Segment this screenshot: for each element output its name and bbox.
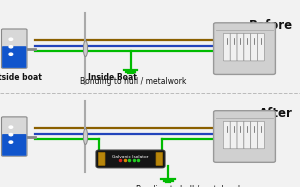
FancyBboxPatch shape: [156, 153, 163, 165]
FancyBboxPatch shape: [258, 121, 264, 149]
FancyBboxPatch shape: [244, 121, 251, 149]
FancyBboxPatch shape: [237, 33, 244, 61]
FancyBboxPatch shape: [230, 121, 237, 149]
Circle shape: [9, 126, 13, 128]
Circle shape: [9, 38, 13, 40]
Text: Inside Boat: Inside Boat: [88, 73, 137, 82]
FancyBboxPatch shape: [2, 46, 26, 68]
Text: Outside boat: Outside boat: [0, 73, 42, 82]
Circle shape: [9, 134, 13, 136]
Text: Bonding to hull / metalwork: Bonding to hull / metalwork: [136, 185, 242, 187]
FancyBboxPatch shape: [2, 29, 27, 68]
FancyBboxPatch shape: [224, 33, 230, 61]
Circle shape: [9, 53, 13, 55]
FancyBboxPatch shape: [230, 33, 237, 61]
Text: Before: Before: [248, 19, 292, 32]
FancyBboxPatch shape: [2, 134, 26, 156]
FancyBboxPatch shape: [251, 33, 257, 61]
FancyBboxPatch shape: [258, 33, 264, 61]
FancyBboxPatch shape: [2, 117, 27, 156]
Text: Galvanic Isolator: Galvanic Isolator: [112, 155, 149, 159]
FancyBboxPatch shape: [244, 33, 251, 61]
Circle shape: [9, 46, 13, 48]
FancyBboxPatch shape: [96, 150, 165, 168]
Text: After: After: [259, 107, 292, 120]
Text: Bonding to hull / metalwork: Bonding to hull / metalwork: [80, 77, 187, 86]
FancyBboxPatch shape: [237, 121, 244, 149]
FancyBboxPatch shape: [98, 153, 105, 165]
Ellipse shape: [83, 129, 88, 144]
FancyBboxPatch shape: [214, 111, 275, 162]
FancyBboxPatch shape: [224, 121, 230, 149]
FancyBboxPatch shape: [251, 121, 257, 149]
Ellipse shape: [83, 41, 88, 56]
FancyBboxPatch shape: [214, 23, 275, 74]
Circle shape: [9, 141, 13, 143]
